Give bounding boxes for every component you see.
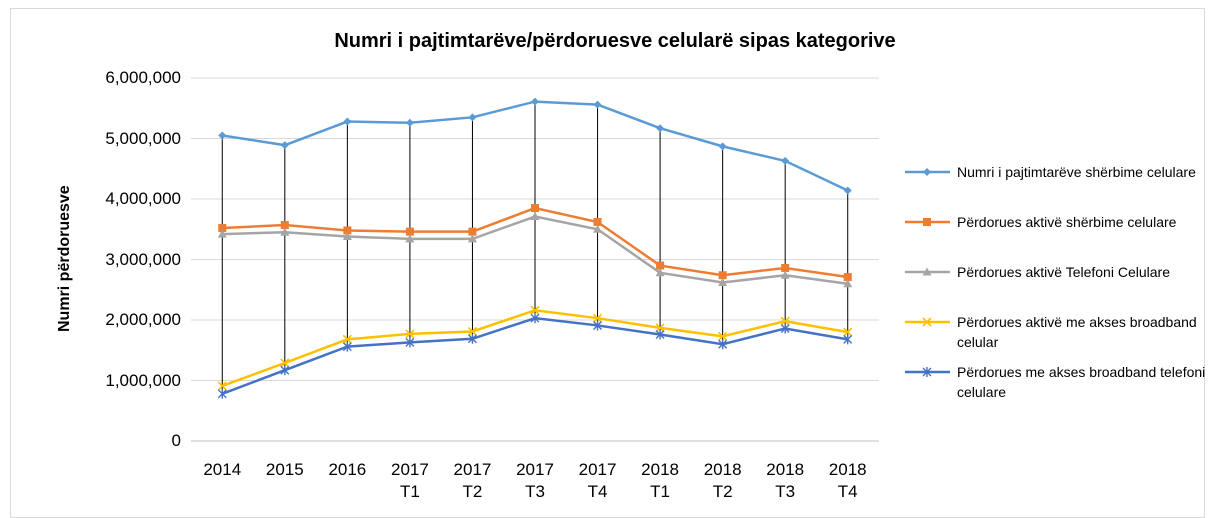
marker [843,186,852,195]
x-tick-label: 2018 T4 [828,460,867,501]
marker [467,326,478,337]
series [218,204,852,282]
marker [342,334,352,344]
legend-label: Përdorues aktivë shërbime celulare [957,214,1177,230]
marker [843,327,853,337]
legend-label: Përdorues aktivë me akses broadband celu… [957,314,1197,350]
marker [923,168,931,176]
x-tick-label: 2018 T3 [766,460,805,501]
marker [217,381,227,391]
marker [780,316,790,326]
marker [530,212,540,221]
legend-label: Numri i pajtimtarëve shërbime celulare [957,164,1196,180]
marker [280,221,289,230]
series [218,97,852,195]
marker [655,329,665,340]
marker [718,339,728,350]
marker [780,323,790,334]
marker [843,273,852,282]
marker [531,204,539,213]
marker [280,227,290,236]
legend-label: Përdorues aktivë Telefoni Celulare [957,264,1170,280]
chart-title: Numri i pajtimtarëve/përdoruesve celular… [334,30,896,52]
marker [718,271,727,280]
marker [656,261,665,270]
marker [342,341,352,352]
marker [467,333,477,344]
marker [593,217,602,226]
marker [718,277,728,286]
legend-label: Përdorues me akses broadband telefoni ce… [957,364,1206,400]
series [217,305,853,391]
marker [656,124,665,133]
y-tick-label: 2,000,000 [105,310,181,329]
marker [780,270,790,279]
marker [593,320,603,331]
y-tick-label: 5,000,000 [105,128,181,148]
series [217,212,853,288]
series [217,313,853,399]
x-tick-label: 2017 T4 [578,460,617,501]
marker [655,323,665,333]
x-tick-label: 2018 T2 [703,460,742,501]
x-tick-label: 2015 [265,460,304,479]
marker [343,226,352,235]
marker [922,317,932,327]
marker [655,268,665,277]
y-tick-label: 4,000,000 [105,189,181,208]
marker [718,142,727,151]
marker [405,234,415,243]
y-tick-label: 6,000,000 [105,68,181,87]
marker [530,313,540,324]
marker [217,229,227,238]
marker [843,334,853,345]
marker [781,263,790,272]
y-tick-label: 1,000,000 [105,370,181,390]
marker [218,224,227,233]
marker [280,141,289,150]
marker [923,218,931,226]
marker [280,365,290,376]
marker [593,224,603,233]
y-tick-label: 0 [171,431,181,450]
marker [467,234,477,243]
marker [405,227,414,236]
marker [280,358,290,368]
marker [405,329,415,339]
x-tick-label: 2016 [328,460,367,479]
marker [922,367,932,377]
marker [218,131,227,140]
marker [342,232,352,241]
marker [843,279,853,288]
marker [593,100,602,109]
marker [217,388,227,399]
x-tick-label: 2014 [203,460,242,479]
marker [781,156,790,165]
marker [922,267,932,276]
marker [468,113,477,122]
marker [343,117,352,126]
x-tick-label: 2017 T3 [516,460,554,501]
marker [405,118,414,127]
marker [531,97,539,106]
marker [468,227,477,236]
marker [530,305,540,315]
x-tick-label: 2017 T1 [390,460,429,501]
marker [718,331,728,341]
x-tick-label: 2017 T2 [453,460,492,501]
marker [592,313,603,323]
x-tick-label: 2018 T1 [641,460,679,501]
y-tick-label: 3,000,000 [105,249,181,269]
marker [405,337,415,348]
